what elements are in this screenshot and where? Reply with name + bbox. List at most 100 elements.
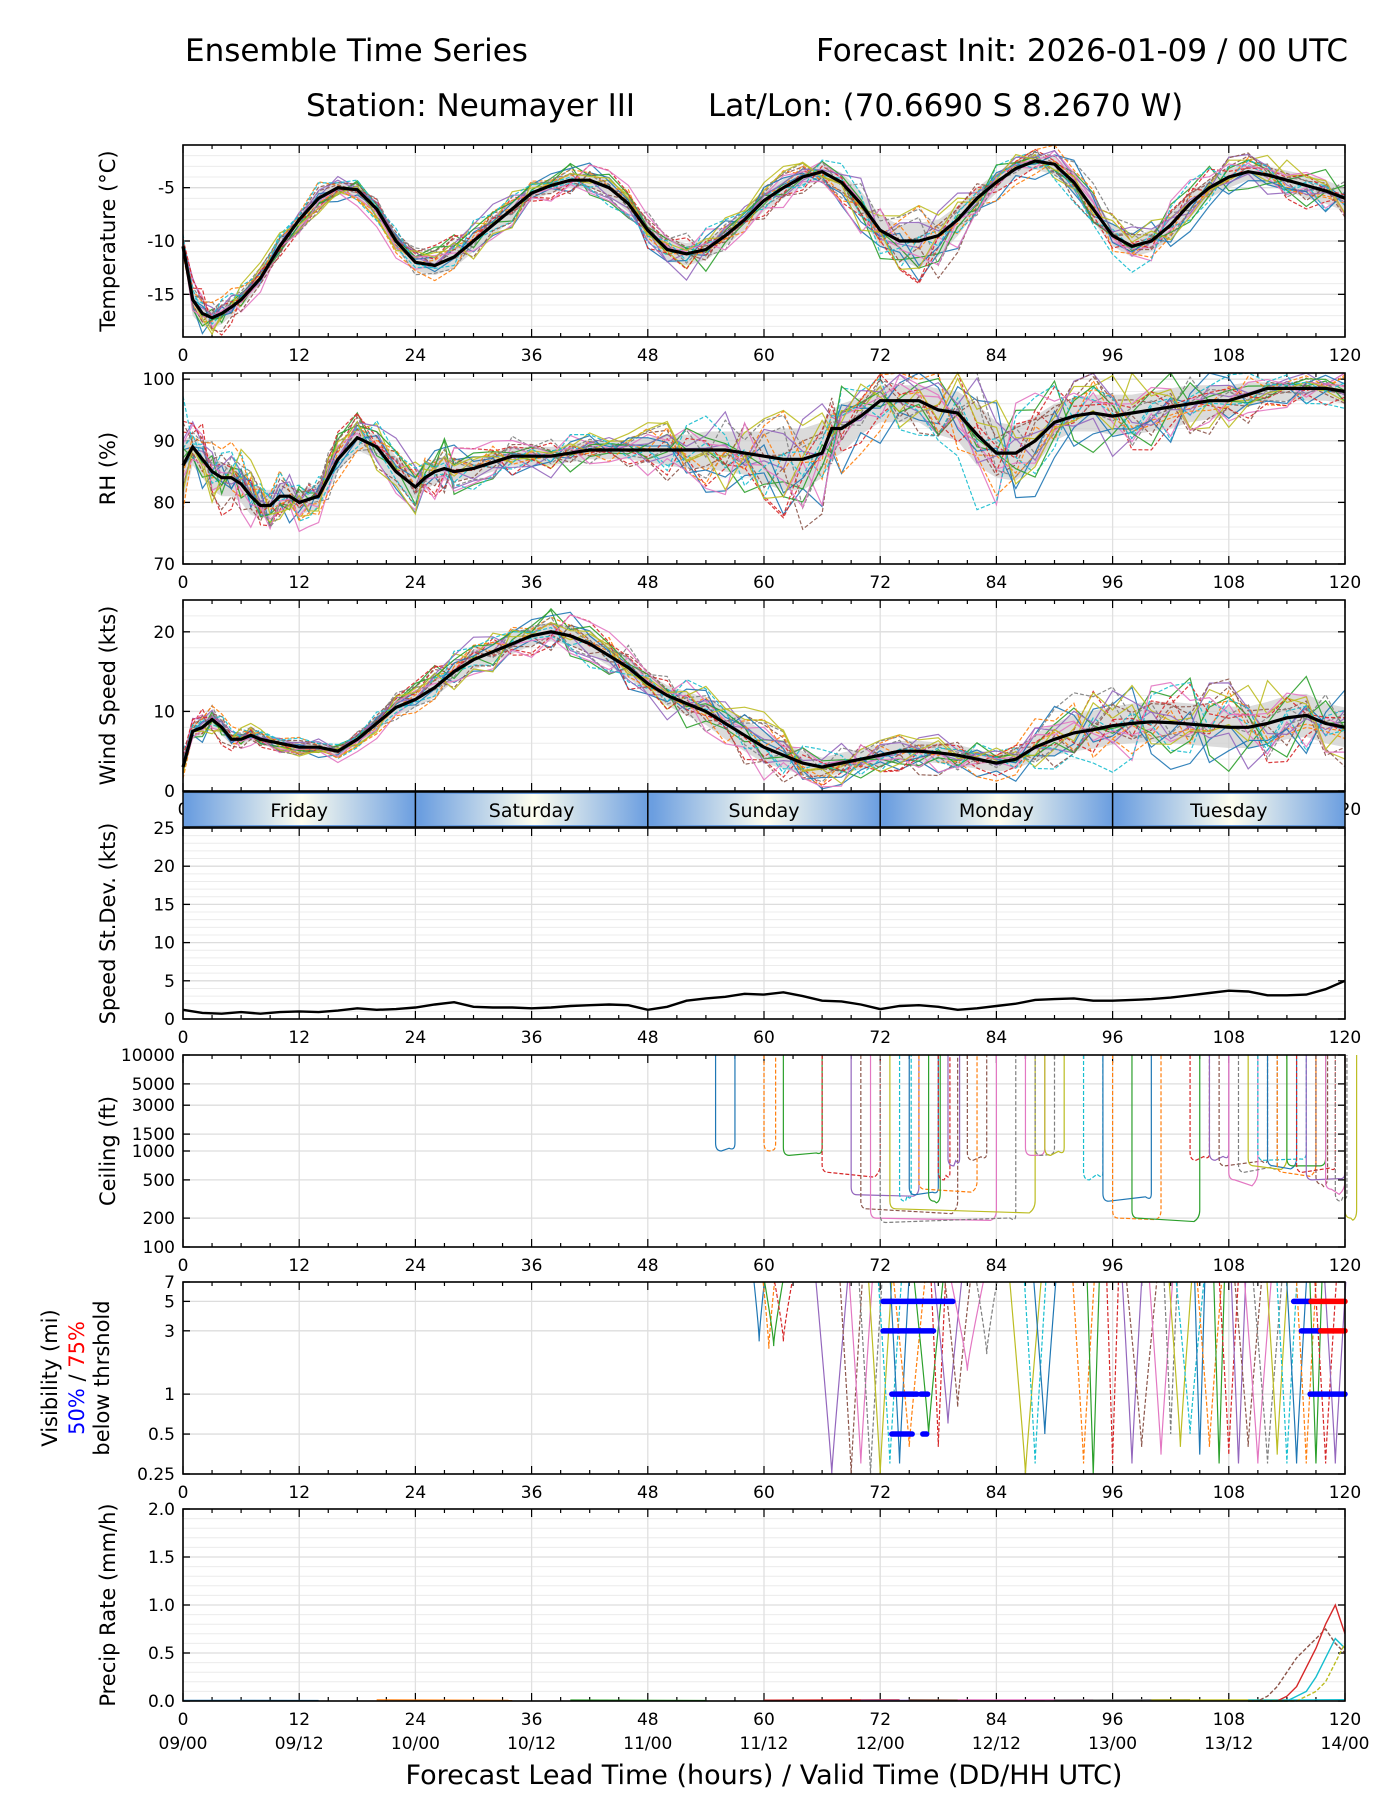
ceiling-member-line [1266, 1055, 1298, 1170]
stdev-xtick-label: 120 [1329, 1028, 1361, 1048]
visibility-xtick-label: 48 [637, 1483, 659, 1503]
temperature-ytick-label: -10 [147, 232, 175, 252]
rh-frame [182, 372, 1346, 565]
precip-xtick-label: 120 [1329, 1710, 1361, 1730]
valid-time-label: 09/00 [159, 1734, 208, 1754]
ceiling-ytick-label: 1500 [132, 1125, 175, 1145]
temperature-panel: -15 -10 -5 0 12 24 36 48 60 72 84 96 108 120 Temperatu… [96, 144, 1361, 366]
station-name: Station: Neumayer III [306, 88, 636, 124]
rh-xtick-label: 60 [753, 573, 775, 593]
wind-ensemble-mean-line [181, 630, 1346, 769]
ceiling-frame [182, 1054, 1346, 1248]
ceiling-member-line [1102, 1055, 1152, 1202]
ceiling-member-line [1257, 1055, 1307, 1161]
ceiling-member-line [850, 1055, 920, 1197]
rh-panel: 70 80 90 100 0 12 24 36 48 60 72 84 96 108 120 RH (%) [96, 370, 1361, 593]
x-axis-label: Forecast Lead Time (hours) / Valid Time … [406, 1760, 1123, 1791]
precip-xtick-label: 84 [986, 1710, 1008, 1730]
rh-member-line [182, 372, 1346, 533]
day-band-segment [1117, 794, 1345, 825]
stdev-xtick-label: 72 [869, 1028, 891, 1048]
ceiling-xtick-label: 0 [178, 1256, 189, 1276]
visibility-member-line [1324, 1281, 1347, 1464]
visibility-member-line [1218, 1281, 1239, 1455]
visibility-member-line [889, 1281, 910, 1464]
valid-time-label: 10/12 [507, 1734, 556, 1754]
ceiling-member-line [898, 1055, 912, 1202]
rh-member-line [182, 374, 1346, 521]
stdev-xtick-label: 12 [288, 1028, 310, 1048]
visibility-member-line [1309, 1281, 1323, 1464]
rh-member-line [182, 372, 1346, 503]
wind-frame [182, 599, 1346, 792]
day-band-frame [182, 791, 1346, 828]
rh-xtick-label: 120 [1329, 573, 1361, 593]
stdev-ytick-label: 0 [164, 1010, 175, 1030]
ceiling-member-line [1237, 1055, 1278, 1173]
visibility-member-line [1086, 1281, 1100, 1475]
ceiling-xtick-label: 72 [869, 1256, 891, 1276]
temperature-member-line [182, 156, 1346, 316]
visibility-member-line [1163, 1281, 1178, 1435]
ceiling-ytick-label: 5000 [132, 1075, 175, 1095]
rh-member-line [182, 372, 1346, 522]
valid-time-label: 13/00 [1088, 1734, 1137, 1754]
wind-member-line [182, 607, 1346, 767]
stdev-xtick-label: 84 [986, 1028, 1008, 1048]
rh-xtick-label: 96 [1102, 573, 1124, 593]
temperature-member-line [182, 151, 1346, 316]
wind-ylabel: Wind Speed (kts) [96, 606, 120, 786]
visibility-member-line [893, 1281, 926, 1447]
ceiling-member-line [1044, 1055, 1065, 1156]
rh-ensemble-mean-line [181, 386, 1346, 508]
visibility-member-line [1072, 1281, 1095, 1464]
visibility-ytick-label: 0.5 [148, 1425, 175, 1445]
valid-time-label: 13/12 [1204, 1734, 1253, 1754]
day-band-label: Friday [270, 800, 328, 822]
precip-member-line [1248, 1627, 1346, 1702]
visibility-ytick-label: 1 [164, 1385, 175, 1405]
visibility-ylabel-sep: / [65, 1368, 89, 1388]
rh-xtick-label: 84 [986, 573, 1008, 593]
precip-ylabel: Precip Rate (mm/h) [96, 1503, 120, 1706]
ceiling-member-line [860, 1055, 959, 1215]
visibility-xtick-label: 108 [1213, 1483, 1245, 1503]
ceiling-xtick-label: 12 [288, 1256, 310, 1276]
visibility-ylabel-threshold: 50% / 75% [65, 1321, 89, 1435]
temperature-ytick-label: -15 [147, 285, 175, 305]
rh-member-line [182, 381, 1346, 511]
stdev-panel: 0 5 10 15 20 25 0 12 24 36 48 60 72 84 96 108 120 Speed S… [96, 819, 1361, 1048]
visibility-xtick-label: 84 [986, 1483, 1008, 1503]
visibility-member-line [1286, 1281, 1307, 1464]
ceiling-member-line [1247, 1055, 1288, 1171]
temperature-xtick-label: 36 [521, 346, 543, 366]
visibility-member-line [1196, 1281, 1223, 1447]
ceiling-xtick-label: 108 [1213, 1256, 1245, 1276]
rh-member-line [182, 372, 1346, 506]
valid-time-label: 14/00 [1321, 1734, 1370, 1754]
ceiling-member-line [937, 1055, 951, 1181]
ceiling-xtick-label: 120 [1329, 1256, 1361, 1276]
visibility-member-line [1168, 1281, 1193, 1447]
day-band-segment [652, 794, 881, 825]
wind-member-line [182, 623, 1346, 774]
precip-xtick-label: 36 [521, 1710, 543, 1730]
temperature-xtick-label: 60 [753, 346, 775, 366]
visibility-member-line [1230, 1281, 1247, 1464]
visibility-member-line [1234, 1281, 1263, 1447]
visibility-ylabel-75pct: 75% [65, 1321, 89, 1368]
precip-ytick-label: 1.0 [148, 1596, 175, 1616]
precip-ytick-label: 1.5 [148, 1548, 175, 1568]
rh-member-line [182, 372, 1346, 516]
day-band-segment [187, 794, 416, 825]
stdev-xtick-label: 48 [637, 1028, 659, 1048]
ceiling-member-line [782, 1055, 823, 1156]
wind-member-line [182, 621, 1346, 785]
figure-title-left: Ensemble Time Series [185, 33, 528, 69]
day-band-label: Saturday [489, 800, 575, 822]
visibility-xtick-label: 36 [521, 1483, 543, 1503]
visibility-member-line [1244, 1281, 1272, 1464]
ceiling-xtick-label: 48 [637, 1256, 659, 1276]
ceiling-ytick-label: 200 [143, 1209, 175, 1229]
